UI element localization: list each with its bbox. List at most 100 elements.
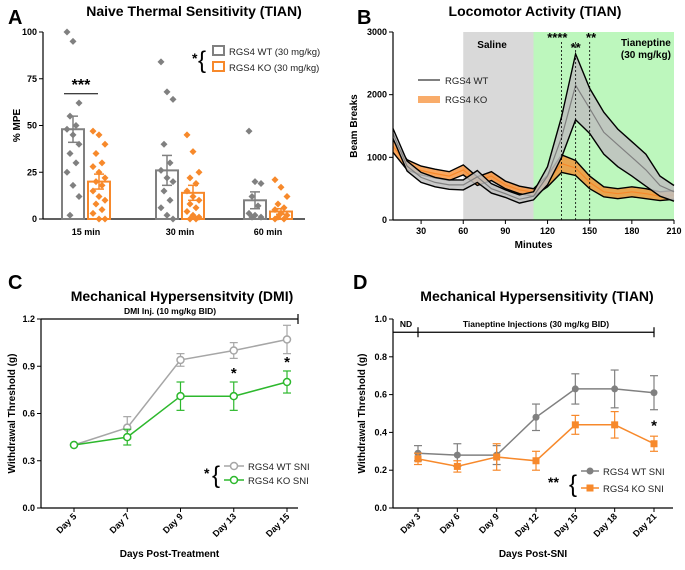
- data-point: [63, 168, 71, 176]
- x-axis-label: Minutes: [515, 240, 553, 251]
- data-point: [280, 204, 288, 212]
- data-point: [532, 457, 540, 465]
- y-tick-label: 0.0: [22, 503, 35, 513]
- data-point: [72, 159, 80, 167]
- data-point: [92, 178, 100, 186]
- y-tick-label: 0.4: [374, 427, 387, 437]
- data-point: [283, 193, 291, 201]
- x-tick-label: Day 9: [161, 511, 185, 535]
- data-point: [98, 206, 106, 214]
- panel-letter-a: A: [8, 7, 22, 29]
- legend-label-wt: RGS4 WT SNI: [248, 462, 310, 473]
- legend-label-wt: RGS4 WT (30 mg/kg): [229, 47, 320, 58]
- data-point: [192, 215, 200, 223]
- y-tick-label: 0: [382, 215, 387, 225]
- data-point: [95, 215, 103, 223]
- data-point: [166, 159, 174, 167]
- panel-d-legend: ** { RGS4 WT SNI RGS4 KO SNI: [548, 467, 665, 498]
- y-axis-label: Withdrawal Threshold (g): [7, 354, 18, 474]
- x-tick-label: Day 6: [438, 511, 462, 535]
- band-edge-upper: [392, 51, 675, 196]
- data-point: [157, 204, 165, 212]
- data-point: [248, 213, 256, 221]
- data-point: [254, 202, 262, 210]
- data-point: [189, 193, 197, 201]
- data-point: [229, 391, 238, 401]
- y-tick-label: 0.0: [374, 503, 387, 513]
- x-tick-label: Day 7: [108, 511, 132, 535]
- data-point: [89, 187, 97, 195]
- data-point: [183, 187, 191, 195]
- legend-marker-wt: [586, 467, 594, 475]
- x-tick-label: 60 min: [254, 227, 283, 237]
- y-tick-label: 0.2: [374, 465, 387, 475]
- data-point: [72, 122, 80, 129]
- data-point: [186, 215, 194, 223]
- data-point: [75, 99, 83, 107]
- data-point: [95, 193, 103, 201]
- panel-letter-b: B: [357, 7, 371, 29]
- data-point: [98, 181, 106, 189]
- legend-swatch-ko: [212, 61, 225, 72]
- band-edge-upper: [392, 139, 675, 193]
- data-point: [271, 176, 279, 184]
- data-point: [123, 432, 132, 442]
- data-point: [229, 346, 238, 355]
- data-point: [101, 215, 109, 223]
- data-point: [650, 440, 658, 448]
- panel-a-title: Naive Thermal Sensitivity (TIAN): [86, 3, 302, 19]
- panel-a-legend: * { RGS4 WT (30 mg/kg) RGS4 KO (30 mg/kg…: [192, 45, 320, 74]
- data-point: [532, 413, 540, 421]
- panel-d-title: Mechanical Hypersensitivity (TIAN): [420, 288, 653, 304]
- data-point: [163, 174, 171, 182]
- significance-stars: **: [586, 30, 597, 45]
- x-tick-label: 180: [624, 226, 639, 236]
- data-point: [63, 125, 71, 133]
- panel-c-title: Mechanical Hypersensitvity (DMI): [71, 288, 294, 304]
- data-point: [95, 131, 103, 139]
- x-axis-label: Days Post-SNI: [499, 549, 568, 560]
- data-point: [274, 200, 282, 208]
- x-tick-label: 120: [540, 226, 555, 236]
- x-tick-label: 30 min: [166, 227, 195, 237]
- panel-b-legend: RGS4 WT RGS4 KO: [418, 76, 488, 106]
- data-point: [251, 178, 259, 186]
- y-tick-label: 3000: [367, 27, 387, 37]
- data-point: [69, 131, 77, 139]
- x-tick-label: Day 5: [54, 511, 78, 535]
- data-point: [650, 389, 658, 397]
- y-tick-label: 0.6: [22, 409, 35, 419]
- data-point: [69, 440, 79, 450]
- data-point: [163, 88, 171, 96]
- data-point: [160, 187, 168, 195]
- data-point: [571, 421, 579, 429]
- panel-b: B Saline Tianeptine(30 mg/kg) Locomotor A…: [349, 3, 682, 251]
- panel-letter-d: D: [353, 272, 367, 294]
- data-point: [89, 163, 97, 171]
- data-point: [271, 206, 279, 214]
- data-point: [166, 196, 174, 204]
- significance-stars: ***: [72, 77, 91, 94]
- legend-swatch-ko: [418, 96, 440, 103]
- panel-a-axes: 0 25 50 75 100 % MPE 15 min 30 min 60 min: [12, 27, 305, 237]
- data-point: [176, 391, 185, 401]
- y-tick-label: 2000: [367, 90, 387, 100]
- significance-stars: ****: [547, 30, 568, 45]
- panel-b-marks: ********: [392, 30, 675, 220]
- data-point: [611, 385, 619, 393]
- legend-brace-icon: {: [198, 47, 206, 74]
- x-tick-label: 60: [458, 226, 468, 236]
- data-point: [282, 335, 292, 344]
- y-tick-label: 0.8: [374, 352, 387, 362]
- y-tick-label: 1.2: [22, 314, 35, 324]
- data-point: [186, 174, 194, 182]
- data-point: [157, 166, 165, 174]
- treatment-bar-label: Tianeptine Injections (30 mg/kg BID): [463, 319, 609, 329]
- data-point: [414, 455, 422, 463]
- data-point: [95, 168, 103, 176]
- x-tick-label: 210: [666, 226, 681, 236]
- panel-letter-c: C: [8, 272, 22, 294]
- panel-c-legend: * { RGS4 WT SNI RGS4 KO SNI: [204, 461, 310, 489]
- data-point: [89, 209, 97, 217]
- data-point: [611, 421, 619, 429]
